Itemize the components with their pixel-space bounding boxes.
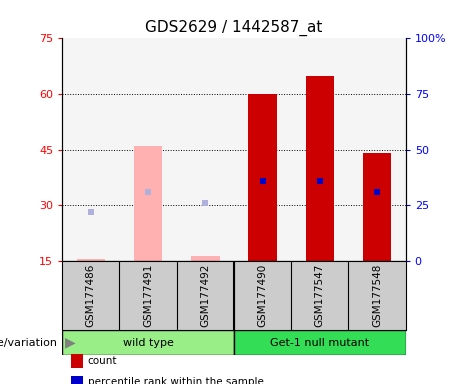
Bar — [77, 259, 105, 261]
Text: genotype/variation: genotype/variation — [0, 338, 58, 348]
Bar — [191, 256, 219, 261]
Bar — [62, 330, 234, 355]
Bar — [306, 76, 334, 261]
Text: GSM177491: GSM177491 — [143, 264, 153, 328]
Text: GSM177490: GSM177490 — [258, 264, 267, 327]
Text: GSM177547: GSM177547 — [315, 264, 325, 328]
Bar — [248, 94, 277, 261]
Bar — [363, 154, 391, 261]
Text: wild type: wild type — [123, 338, 173, 348]
Text: Get-1 null mutant: Get-1 null mutant — [270, 338, 369, 348]
Bar — [134, 146, 162, 261]
Text: GSM177486: GSM177486 — [86, 264, 96, 328]
Text: percentile rank within the sample: percentile rank within the sample — [88, 377, 264, 384]
Text: GSM177492: GSM177492 — [201, 264, 210, 328]
Bar — [234, 330, 406, 355]
Text: count: count — [88, 356, 117, 366]
Text: GSM177548: GSM177548 — [372, 264, 382, 328]
Title: GDS2629 / 1442587_at: GDS2629 / 1442587_at — [145, 20, 323, 36]
Text: ▶: ▶ — [65, 336, 75, 350]
